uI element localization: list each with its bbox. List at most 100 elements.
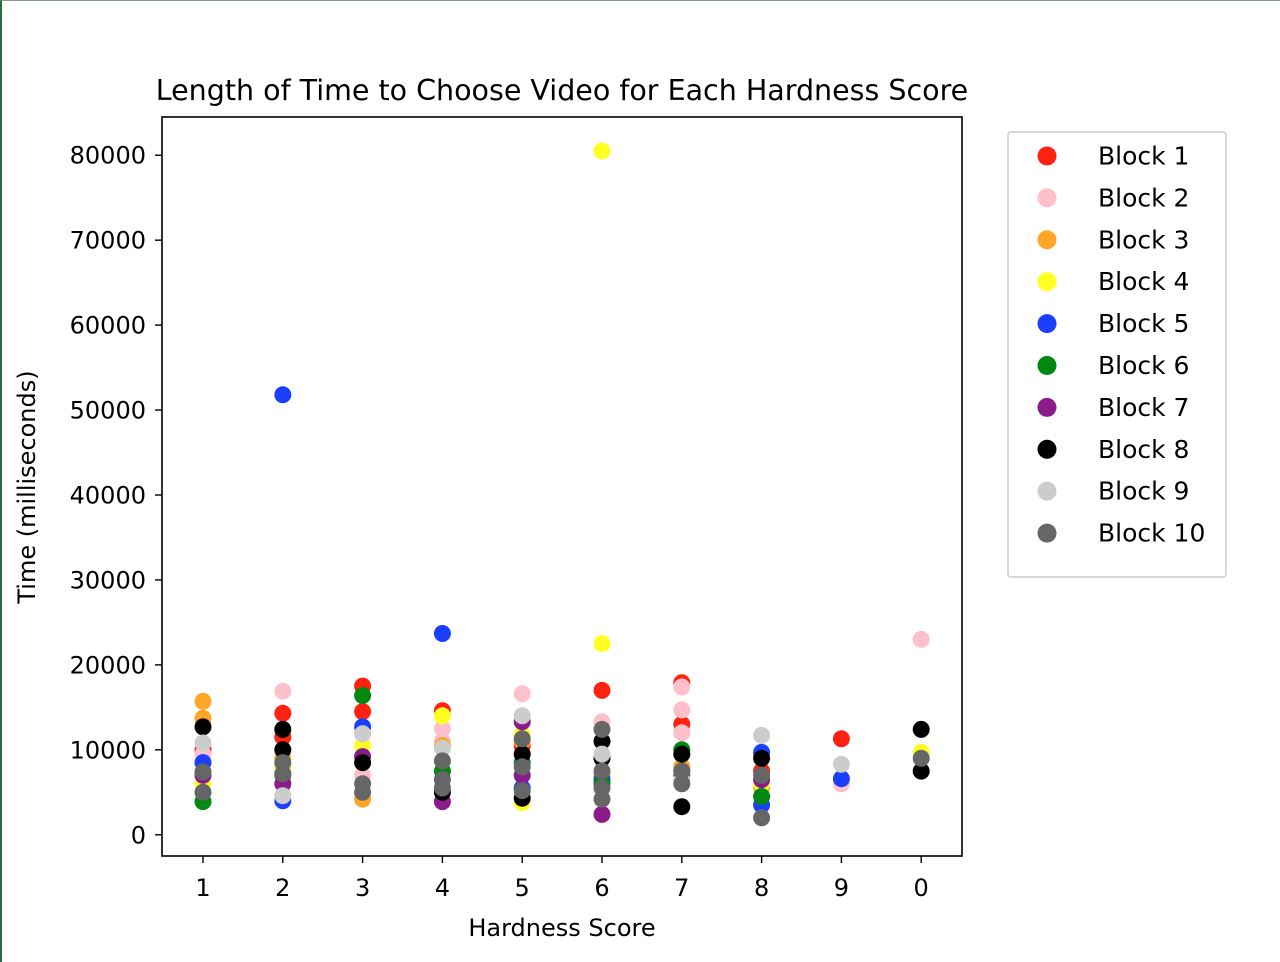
legend-marker <box>1037 314 1057 334</box>
data-point-block-10 <box>673 775 691 793</box>
legend-box <box>1007 131 1227 578</box>
data-point-block-10 <box>274 765 292 783</box>
data-point-block-9 <box>753 726 771 744</box>
data-point-block-10 <box>513 730 531 748</box>
data-point-block-6 <box>753 788 771 805</box>
legend-label: Block 3 <box>1098 225 1189 254</box>
data-point-block-9 <box>513 707 531 725</box>
data-point-block-8 <box>912 720 930 738</box>
data-point-block-10 <box>433 752 451 770</box>
legend-marker <box>1037 397 1057 417</box>
x-tick-label: 6 <box>594 874 609 902</box>
legend-items: Block 1 Block 2 Block 3 Block 4 Block 5 Block… <box>1037 142 1205 548</box>
x-tick-label: 8 <box>754 874 769 902</box>
x-tick-label: 9 <box>834 874 849 902</box>
points-layer <box>194 142 930 827</box>
data-point-block-9 <box>593 745 611 763</box>
y-tick-label: 30000 <box>70 566 146 594</box>
data-point-block-7 <box>593 805 611 823</box>
data-point-block-2 <box>513 685 531 703</box>
data-point-block-3 <box>194 692 212 710</box>
data-point-block-10 <box>194 763 212 781</box>
ticks-layer: 1 2 3 4 5 6 7 8 9 0 0 10000 20000 30000 40000 50000 6000… <box>70 142 929 902</box>
legend-marker <box>1037 356 1057 375</box>
data-point-block-6 <box>354 687 372 704</box>
data-point-block-10 <box>753 766 771 784</box>
x-tick-label: 0 <box>914 874 929 902</box>
data-point-block-10 <box>593 720 611 738</box>
data-point-block-10 <box>912 749 930 767</box>
data-point-block-8 <box>912 762 930 780</box>
y-tick-label: 40000 <box>70 481 146 509</box>
y-tick-label: 10000 <box>70 736 146 764</box>
data-point-block-8 <box>274 720 292 738</box>
data-point-block-8 <box>593 732 611 750</box>
data-point-block-10 <box>194 783 212 801</box>
y-tick-label: 0 <box>131 821 146 849</box>
data-point-block-2 <box>673 678 691 696</box>
data-point-block-2 <box>274 682 292 700</box>
data-point-block-2 <box>673 701 691 719</box>
legend-label: Block 1 <box>1098 142 1189 171</box>
plot-area-frame <box>161 116 963 857</box>
legend: Block 1 Block 2 Block 3 Block 4 Block 5 Block… <box>1007 131 1227 578</box>
x-tick-label: 4 <box>435 874 450 902</box>
y-tick-label: 80000 <box>70 142 146 170</box>
data-point-block-10 <box>513 758 531 776</box>
y-tick-label: 50000 <box>70 397 146 425</box>
x-tick-label: 3 <box>355 874 370 902</box>
data-point-block-8 <box>194 718 212 736</box>
data-point-block-4 <box>593 142 611 160</box>
data-point-block-5 <box>274 386 292 404</box>
data-point-block-9 <box>194 734 212 752</box>
x-tick-label: 7 <box>674 874 689 902</box>
legend-label: Block 9 <box>1098 477 1189 506</box>
legend-label: Block 2 <box>1098 183 1189 212</box>
data-point-block-1 <box>832 730 850 748</box>
legend-label: Block 7 <box>1098 393 1189 422</box>
data-point-block-10 <box>593 762 611 780</box>
legend-label: Block 10 <box>1098 519 1205 548</box>
data-point-block-10 <box>354 783 372 801</box>
data-point-block-8 <box>513 745 531 763</box>
x-axis-title: Hardness Score <box>468 914 655 942</box>
data-point-block-5 <box>832 770 850 788</box>
data-point-block-4 <box>433 707 451 725</box>
data-point-block-9 <box>433 739 451 757</box>
legend-marker <box>1037 146 1057 166</box>
y-tick-label: 20000 <box>70 651 146 679</box>
data-point-block-10 <box>433 779 451 797</box>
legend-marker <box>1037 230 1057 250</box>
data-point-block-2 <box>912 630 930 648</box>
data-point-block-10 <box>593 790 611 808</box>
y-axis-title: Time (milliseconds) <box>13 370 41 604</box>
data-point-block-1 <box>354 703 372 721</box>
x-tick-label: 1 <box>195 874 210 902</box>
legend-label: Block 8 <box>1098 435 1189 464</box>
data-point-block-2 <box>433 720 451 738</box>
legend-marker <box>1037 188 1057 208</box>
legend-marker <box>1037 272 1057 292</box>
data-point-block-8 <box>354 754 372 772</box>
legend-marker <box>1037 523 1057 543</box>
data-point-block-9 <box>354 725 372 743</box>
legend-marker <box>1037 439 1057 459</box>
y-tick-label: 70000 <box>70 227 146 255</box>
data-point-block-4 <box>593 635 611 653</box>
legend-label: Block 4 <box>1098 267 1189 296</box>
legend-label: Block 6 <box>1098 351 1189 380</box>
data-point-block-10 <box>513 782 531 800</box>
data-point-block-10 <box>753 809 771 827</box>
data-point-block-1 <box>274 704 292 722</box>
data-point-block-8 <box>673 745 691 763</box>
data-point-block-8 <box>673 798 691 816</box>
x-tick-label: 5 <box>515 874 530 902</box>
legend-marker <box>1037 481 1057 501</box>
data-point-block-8 <box>753 749 771 767</box>
data-point-block-9 <box>274 787 292 805</box>
data-point-block-10 <box>673 762 691 780</box>
data-point-block-5 <box>433 625 451 642</box>
x-tick-label: 2 <box>275 874 290 902</box>
data-point-block-1 <box>593 681 611 699</box>
